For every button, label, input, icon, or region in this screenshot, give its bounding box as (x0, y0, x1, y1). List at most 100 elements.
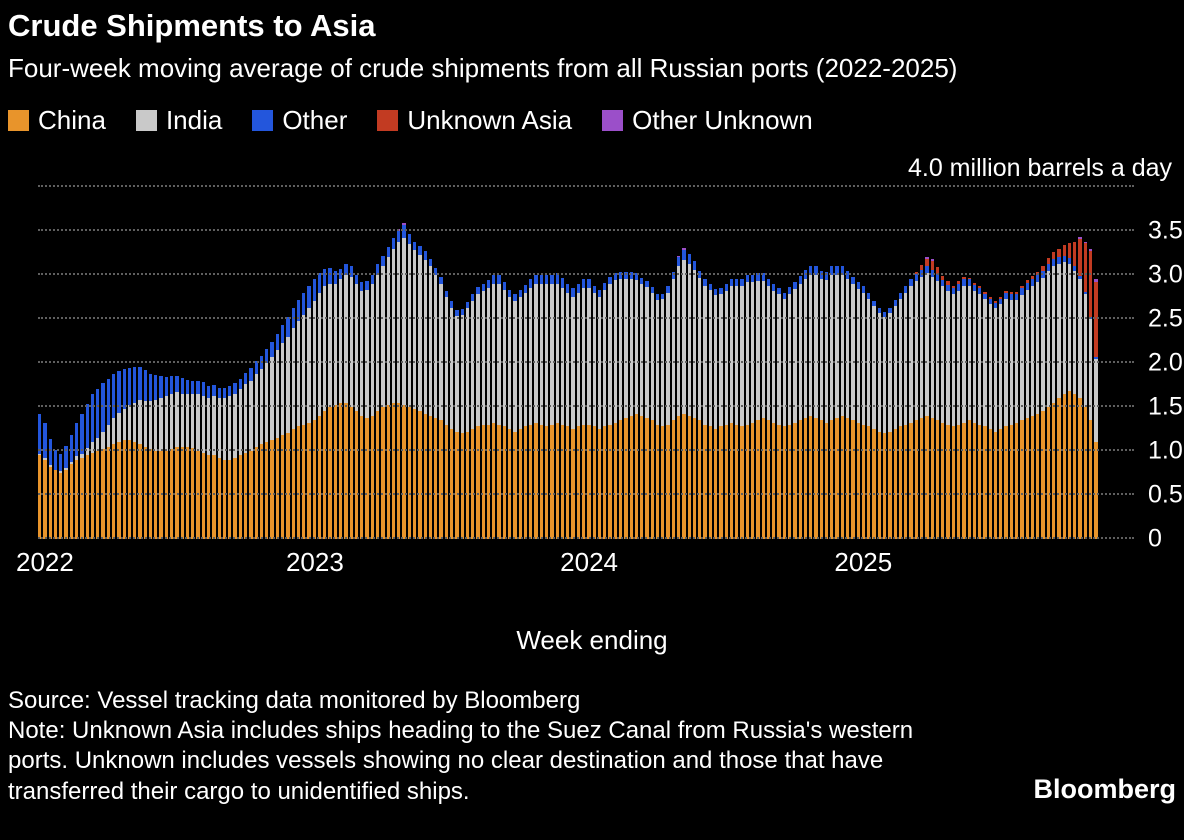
bar-segment-other (978, 288, 982, 295)
bar-segment-china (143, 446, 147, 540)
bar (370, 187, 374, 540)
bar-segment-other (793, 282, 797, 290)
bar (138, 187, 142, 540)
bar-segment-india (904, 292, 908, 425)
bar-segment-other (576, 283, 580, 293)
bar-segment-china (233, 458, 237, 540)
bar-segment-india (692, 269, 697, 418)
y-tick-label: 0.5 (1148, 480, 1183, 509)
bar-segment-other (1025, 282, 1029, 290)
bar-segment-china (787, 424, 792, 540)
bar (883, 187, 887, 540)
bar-segment-other (444, 290, 448, 298)
methodology-note: Note: Unknown Asia includes ships headin… (8, 717, 914, 805)
bar (603, 187, 607, 540)
bar (650, 187, 654, 540)
bar-segment-india (914, 281, 918, 421)
bar-segment-other (122, 369, 126, 409)
bar-segment-other (645, 281, 649, 288)
bar-segment-other (207, 385, 211, 399)
bar-segment-china (650, 420, 654, 540)
bar (1088, 187, 1093, 540)
bar-segment-china (972, 422, 977, 540)
bar-segment-other (898, 292, 903, 299)
bar (476, 187, 480, 540)
legend-swatch (377, 110, 399, 132)
bar (259, 187, 264, 540)
bar-segment-india (265, 363, 269, 443)
bar (365, 187, 369, 540)
bar (545, 187, 549, 540)
bar-segment-other-unknown (1094, 279, 1098, 283)
bar-segment-other (608, 276, 612, 284)
bar-segment-other (386, 246, 390, 258)
legend-swatch (8, 110, 29, 132)
bar (714, 187, 718, 540)
bar-segment-other (170, 376, 174, 394)
bar (978, 187, 982, 540)
bar-segment-china (703, 424, 707, 540)
bar-segment-other (217, 387, 221, 399)
bar-segment-other (333, 270, 338, 284)
bar (740, 187, 744, 540)
bar-segment-other (756, 273, 760, 282)
bar-segment-china (333, 405, 338, 540)
bar (180, 187, 184, 540)
bar-segment-other (766, 279, 771, 287)
bar-segment-india (74, 456, 79, 460)
bar-segment-other (465, 302, 470, 309)
bar-segment-other-unknown (682, 247, 686, 250)
bar-segment-india (423, 260, 427, 415)
bar-segment-china (661, 426, 665, 540)
bar-segment-china (682, 414, 686, 540)
bar (597, 187, 602, 540)
bar (893, 187, 897, 540)
bar (909, 187, 913, 540)
bar (750, 187, 755, 540)
bar (671, 187, 676, 540)
bar (555, 187, 559, 540)
bar (1062, 187, 1066, 540)
bar (1094, 187, 1098, 540)
bar-segment-other (988, 298, 992, 305)
bar-segment-other (703, 278, 707, 286)
bar (154, 187, 158, 540)
bar-segment-other (629, 272, 633, 280)
bar-segment-china (508, 429, 512, 540)
bar (1052, 187, 1056, 540)
bar-segment-china (402, 405, 406, 540)
bar-segment-india (101, 431, 105, 450)
bar-segment-india (365, 289, 369, 418)
bar-segment-china (360, 415, 364, 540)
bar-segment-other (497, 275, 501, 284)
bar-segment-china (465, 431, 470, 540)
bar-segment-other (376, 264, 380, 276)
bar-segment-china (471, 429, 475, 540)
bar (74, 187, 79, 540)
bar-segment-india (814, 275, 818, 418)
plot-area: 0 0.5 1.0 1.5 2.0 2.5 3.0 3.5 (38, 185, 1183, 553)
y-tick-label: 2.0 (1148, 348, 1183, 377)
bar-segment-other (85, 404, 89, 449)
bar-segment-other (59, 453, 63, 472)
bar (397, 187, 401, 540)
bar (90, 187, 95, 540)
bar (1041, 187, 1045, 540)
bar (782, 187, 786, 540)
bar-segment-india (1083, 294, 1087, 408)
bar-segment-other (486, 280, 491, 289)
bar-segment-china (608, 424, 612, 540)
bar-segment-india (851, 283, 855, 421)
bar-segment-china (956, 424, 961, 540)
bar-segment-other (1030, 278, 1035, 286)
bar-segment-china (96, 451, 100, 540)
bar-segment-china (376, 411, 380, 540)
bar-segment-india (175, 392, 179, 447)
y-tick-label: 1.0 (1148, 436, 1183, 465)
bar-segment-china (196, 451, 200, 540)
bar-segment-unknown-asia (1046, 258, 1050, 264)
bar-segment-india (724, 290, 728, 425)
bar (1025, 187, 1029, 540)
bar (333, 187, 338, 540)
bar-segment-other (1078, 275, 1082, 280)
